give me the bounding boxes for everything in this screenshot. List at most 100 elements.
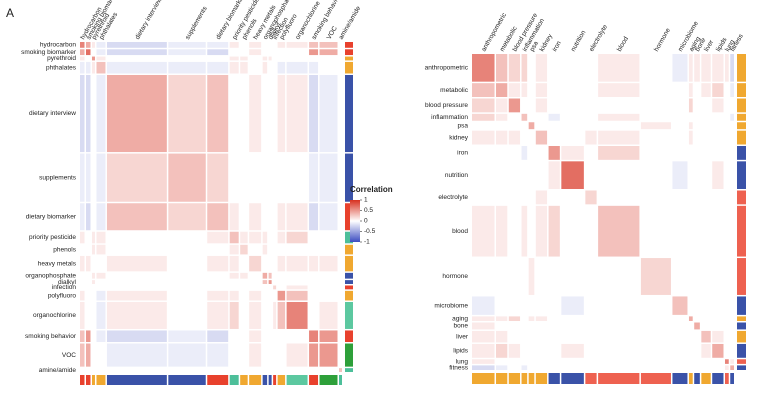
heatmap-cell bbox=[730, 130, 734, 145]
colorbar-tick-label: 1 bbox=[364, 197, 368, 204]
heatmap-cell bbox=[339, 42, 342, 48]
heatmap-cell bbox=[724, 130, 729, 145]
heatmap-cell bbox=[240, 244, 248, 255]
heatmap-cell bbox=[496, 258, 508, 295]
heatmap-cell bbox=[528, 113, 535, 121]
heatmap-cell bbox=[273, 272, 277, 279]
heatmap-cell bbox=[240, 272, 248, 279]
heatmap-cell bbox=[561, 330, 584, 343]
heatmap-cell bbox=[598, 54, 640, 82]
heatmap-cell bbox=[508, 322, 521, 330]
group-bar-right bbox=[345, 272, 353, 279]
heatmap-cell bbox=[207, 272, 229, 279]
heatmap-cell bbox=[701, 359, 711, 364]
heatmap-cell bbox=[508, 54, 521, 82]
heatmap-cell bbox=[585, 322, 597, 330]
heatmap-cell bbox=[91, 301, 95, 329]
heatmap-cell bbox=[535, 190, 548, 205]
heatmap-cell bbox=[319, 42, 338, 48]
heatmap-cell bbox=[249, 49, 262, 56]
heatmap-cell bbox=[96, 231, 106, 244]
heatmap-cell bbox=[96, 330, 106, 343]
heatmap-cell bbox=[694, 130, 700, 145]
heatmap-cell bbox=[207, 368, 229, 372]
heatmap-cell bbox=[521, 113, 528, 121]
group-bar-bottom bbox=[712, 373, 724, 384]
group-bar-bottom bbox=[640, 373, 671, 384]
heatmap-cell bbox=[273, 203, 277, 231]
heatmap-cell bbox=[561, 54, 584, 82]
heatmap-cell bbox=[730, 316, 734, 321]
heatmap-cell bbox=[319, 203, 338, 231]
heatmap-cell bbox=[724, 190, 729, 205]
heatmap-cell bbox=[712, 359, 724, 364]
heatmap-cell bbox=[339, 343, 342, 367]
heatmap-cell bbox=[106, 255, 167, 272]
group-bar-right bbox=[345, 280, 353, 284]
heatmap-cell bbox=[688, 190, 693, 205]
group-bar-right bbox=[737, 258, 746, 295]
heatmap-cell bbox=[277, 231, 286, 244]
heatmap-cell bbox=[528, 83, 535, 97]
heatmap-cell bbox=[496, 83, 508, 97]
group-bar-bottom bbox=[561, 373, 584, 384]
heatmap-cell bbox=[96, 368, 106, 372]
heatmap-cell bbox=[80, 280, 85, 284]
heatmap-cell bbox=[561, 161, 584, 189]
group-bar-right bbox=[345, 244, 353, 255]
heatmap-cell bbox=[339, 61, 342, 74]
heatmap-cell bbox=[521, 190, 528, 205]
heatmap-cell bbox=[640, 146, 671, 160]
row-label: metabolic bbox=[440, 87, 469, 94]
heatmap-cell bbox=[286, 153, 308, 202]
heatmap-cell bbox=[528, 98, 535, 113]
heatmap-cell bbox=[168, 330, 206, 343]
heatmap-cell bbox=[528, 296, 535, 315]
heatmap-cell bbox=[240, 368, 248, 372]
group-bar-bottom bbox=[319, 375, 338, 385]
heatmap-cell bbox=[561, 205, 584, 257]
heatmap-cell bbox=[561, 359, 584, 364]
heatmap-cell bbox=[561, 130, 584, 145]
row-label: inflammation bbox=[431, 114, 468, 121]
heatmap-cell bbox=[168, 56, 206, 61]
heatmap-cell bbox=[496, 343, 508, 358]
heatmap-cell bbox=[268, 231, 272, 244]
heatmap-cell bbox=[496, 365, 508, 370]
heatmap-cell bbox=[585, 316, 597, 321]
heatmap-cell bbox=[319, 343, 338, 367]
heatmap-cell bbox=[268, 61, 272, 74]
heatmap-cell bbox=[106, 343, 167, 367]
heatmap-cell bbox=[688, 359, 693, 364]
heatmap-cell bbox=[496, 296, 508, 315]
heatmap-cell bbox=[730, 190, 734, 205]
heatmap-cell bbox=[548, 83, 560, 97]
heatmap-cell bbox=[694, 258, 700, 295]
group-bar-bottom bbox=[472, 373, 495, 384]
group-bar-right bbox=[737, 316, 746, 321]
heatmap-cell bbox=[277, 61, 286, 74]
heatmap-cell bbox=[508, 190, 521, 205]
heatmap-cell bbox=[91, 42, 95, 48]
colorbar-tick-label: 0 bbox=[364, 218, 368, 225]
heatmap-cell bbox=[528, 365, 535, 370]
heatmap-cell bbox=[249, 255, 262, 272]
heatmap-cell bbox=[528, 122, 535, 130]
heatmap-cell bbox=[640, 54, 671, 82]
heatmap-cell bbox=[521, 161, 528, 189]
heatmap-cell bbox=[548, 113, 560, 121]
heatmap-cell bbox=[268, 301, 272, 329]
heatmap-cell bbox=[85, 368, 91, 372]
heatmap-cell bbox=[262, 42, 268, 48]
heatmap-cell bbox=[561, 316, 584, 321]
heatmap-cell bbox=[508, 365, 521, 370]
heatmap-cell bbox=[240, 49, 248, 56]
heatmap-cell bbox=[508, 146, 521, 160]
heatmap-cell bbox=[724, 83, 729, 97]
heatmap-cell bbox=[168, 280, 206, 284]
heatmap-cell bbox=[640, 98, 671, 113]
heatmap-cell bbox=[268, 290, 272, 301]
heatmap-cell bbox=[262, 153, 268, 202]
heatmap-cell bbox=[472, 365, 495, 370]
heatmap-cell bbox=[585, 343, 597, 358]
